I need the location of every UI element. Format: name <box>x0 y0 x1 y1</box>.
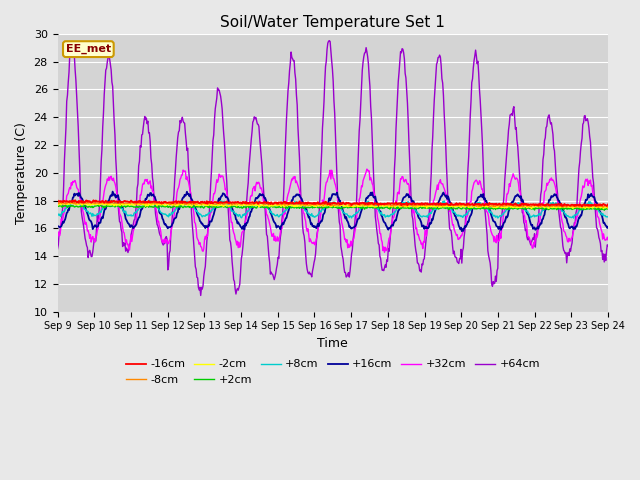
Legend: -16cm, -8cm, -2cm, +2cm, +8cm, +16cm, +32cm, +64cm: -16cm, -8cm, -2cm, +2cm, +8cm, +16cm, +3… <box>121 355 545 389</box>
Y-axis label: Temperature (C): Temperature (C) <box>15 122 28 224</box>
Title: Soil/Water Temperature Set 1: Soil/Water Temperature Set 1 <box>220 15 445 30</box>
X-axis label: Time: Time <box>317 337 348 350</box>
Text: EE_met: EE_met <box>66 44 111 54</box>
